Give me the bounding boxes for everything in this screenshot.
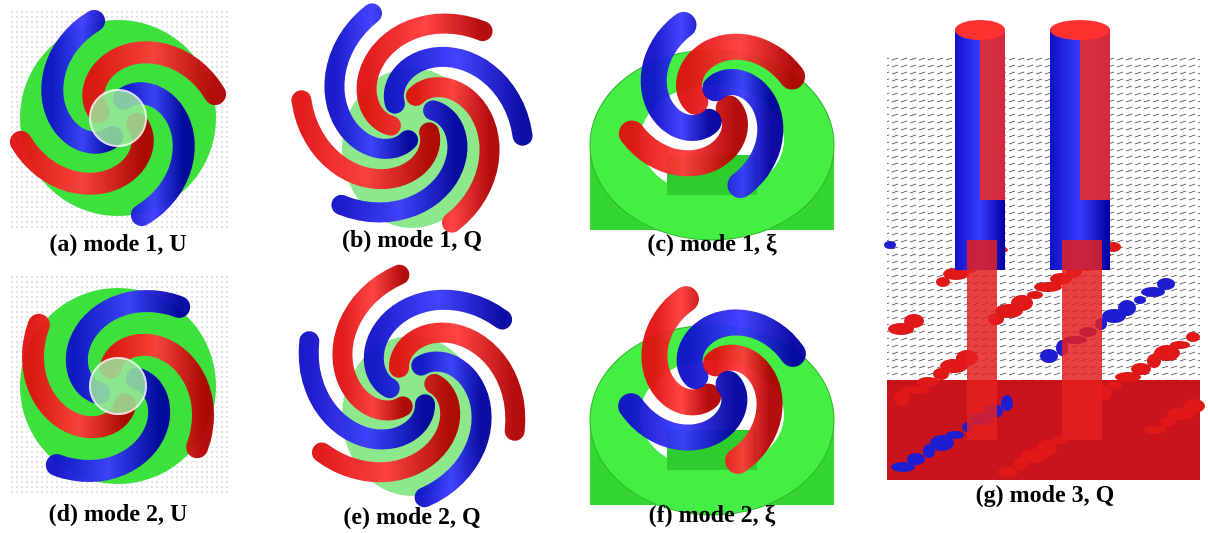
column	[1080, 30, 1110, 200]
column	[1062, 240, 1102, 440]
column-top	[1050, 20, 1110, 40]
red-structure	[1108, 381, 1122, 389]
caption: (a) mode 1, U	[49, 231, 186, 257]
caption: (f) mode 2, ξ	[649, 502, 776, 528]
red-structure	[1170, 341, 1190, 349]
caption: (d) mode 2, U	[49, 501, 188, 527]
vector-field	[887, 55, 1200, 385]
red-structure	[901, 386, 929, 394]
red-structure	[1131, 363, 1151, 375]
blue-structure	[907, 453, 925, 465]
red-structure	[1037, 440, 1057, 456]
red-structure	[1027, 291, 1043, 299]
hub	[90, 90, 146, 146]
red-structure	[1144, 426, 1166, 434]
caption: (c) mode 1, ξ	[647, 231, 777, 257]
red-structure	[917, 377, 939, 387]
red-structure	[904, 314, 924, 328]
red-structure	[1183, 399, 1205, 413]
blue-structure	[1040, 349, 1058, 363]
column-top	[955, 20, 1005, 40]
blue-structure	[946, 431, 964, 439]
hub	[90, 358, 146, 414]
caption: (b) mode 1, Q	[342, 227, 482, 253]
renderings	[8, 8, 1205, 515]
red-structure	[1186, 332, 1200, 342]
blue-structure	[884, 241, 896, 249]
blue-structure	[1118, 300, 1136, 316]
column	[980, 30, 1005, 200]
red-structure	[998, 467, 1018, 477]
caption: (e) mode 2, Q	[343, 504, 480, 530]
blue-structure	[1001, 395, 1013, 411]
column	[967, 240, 997, 440]
blue-structure	[1134, 296, 1146, 304]
blue-structure	[1157, 278, 1175, 290]
figure: (a) mode 1, U (b) mode 1, Q (c) mode 1, …	[0, 0, 1208, 533]
caption: (g) mode 3, Q	[976, 482, 1115, 508]
